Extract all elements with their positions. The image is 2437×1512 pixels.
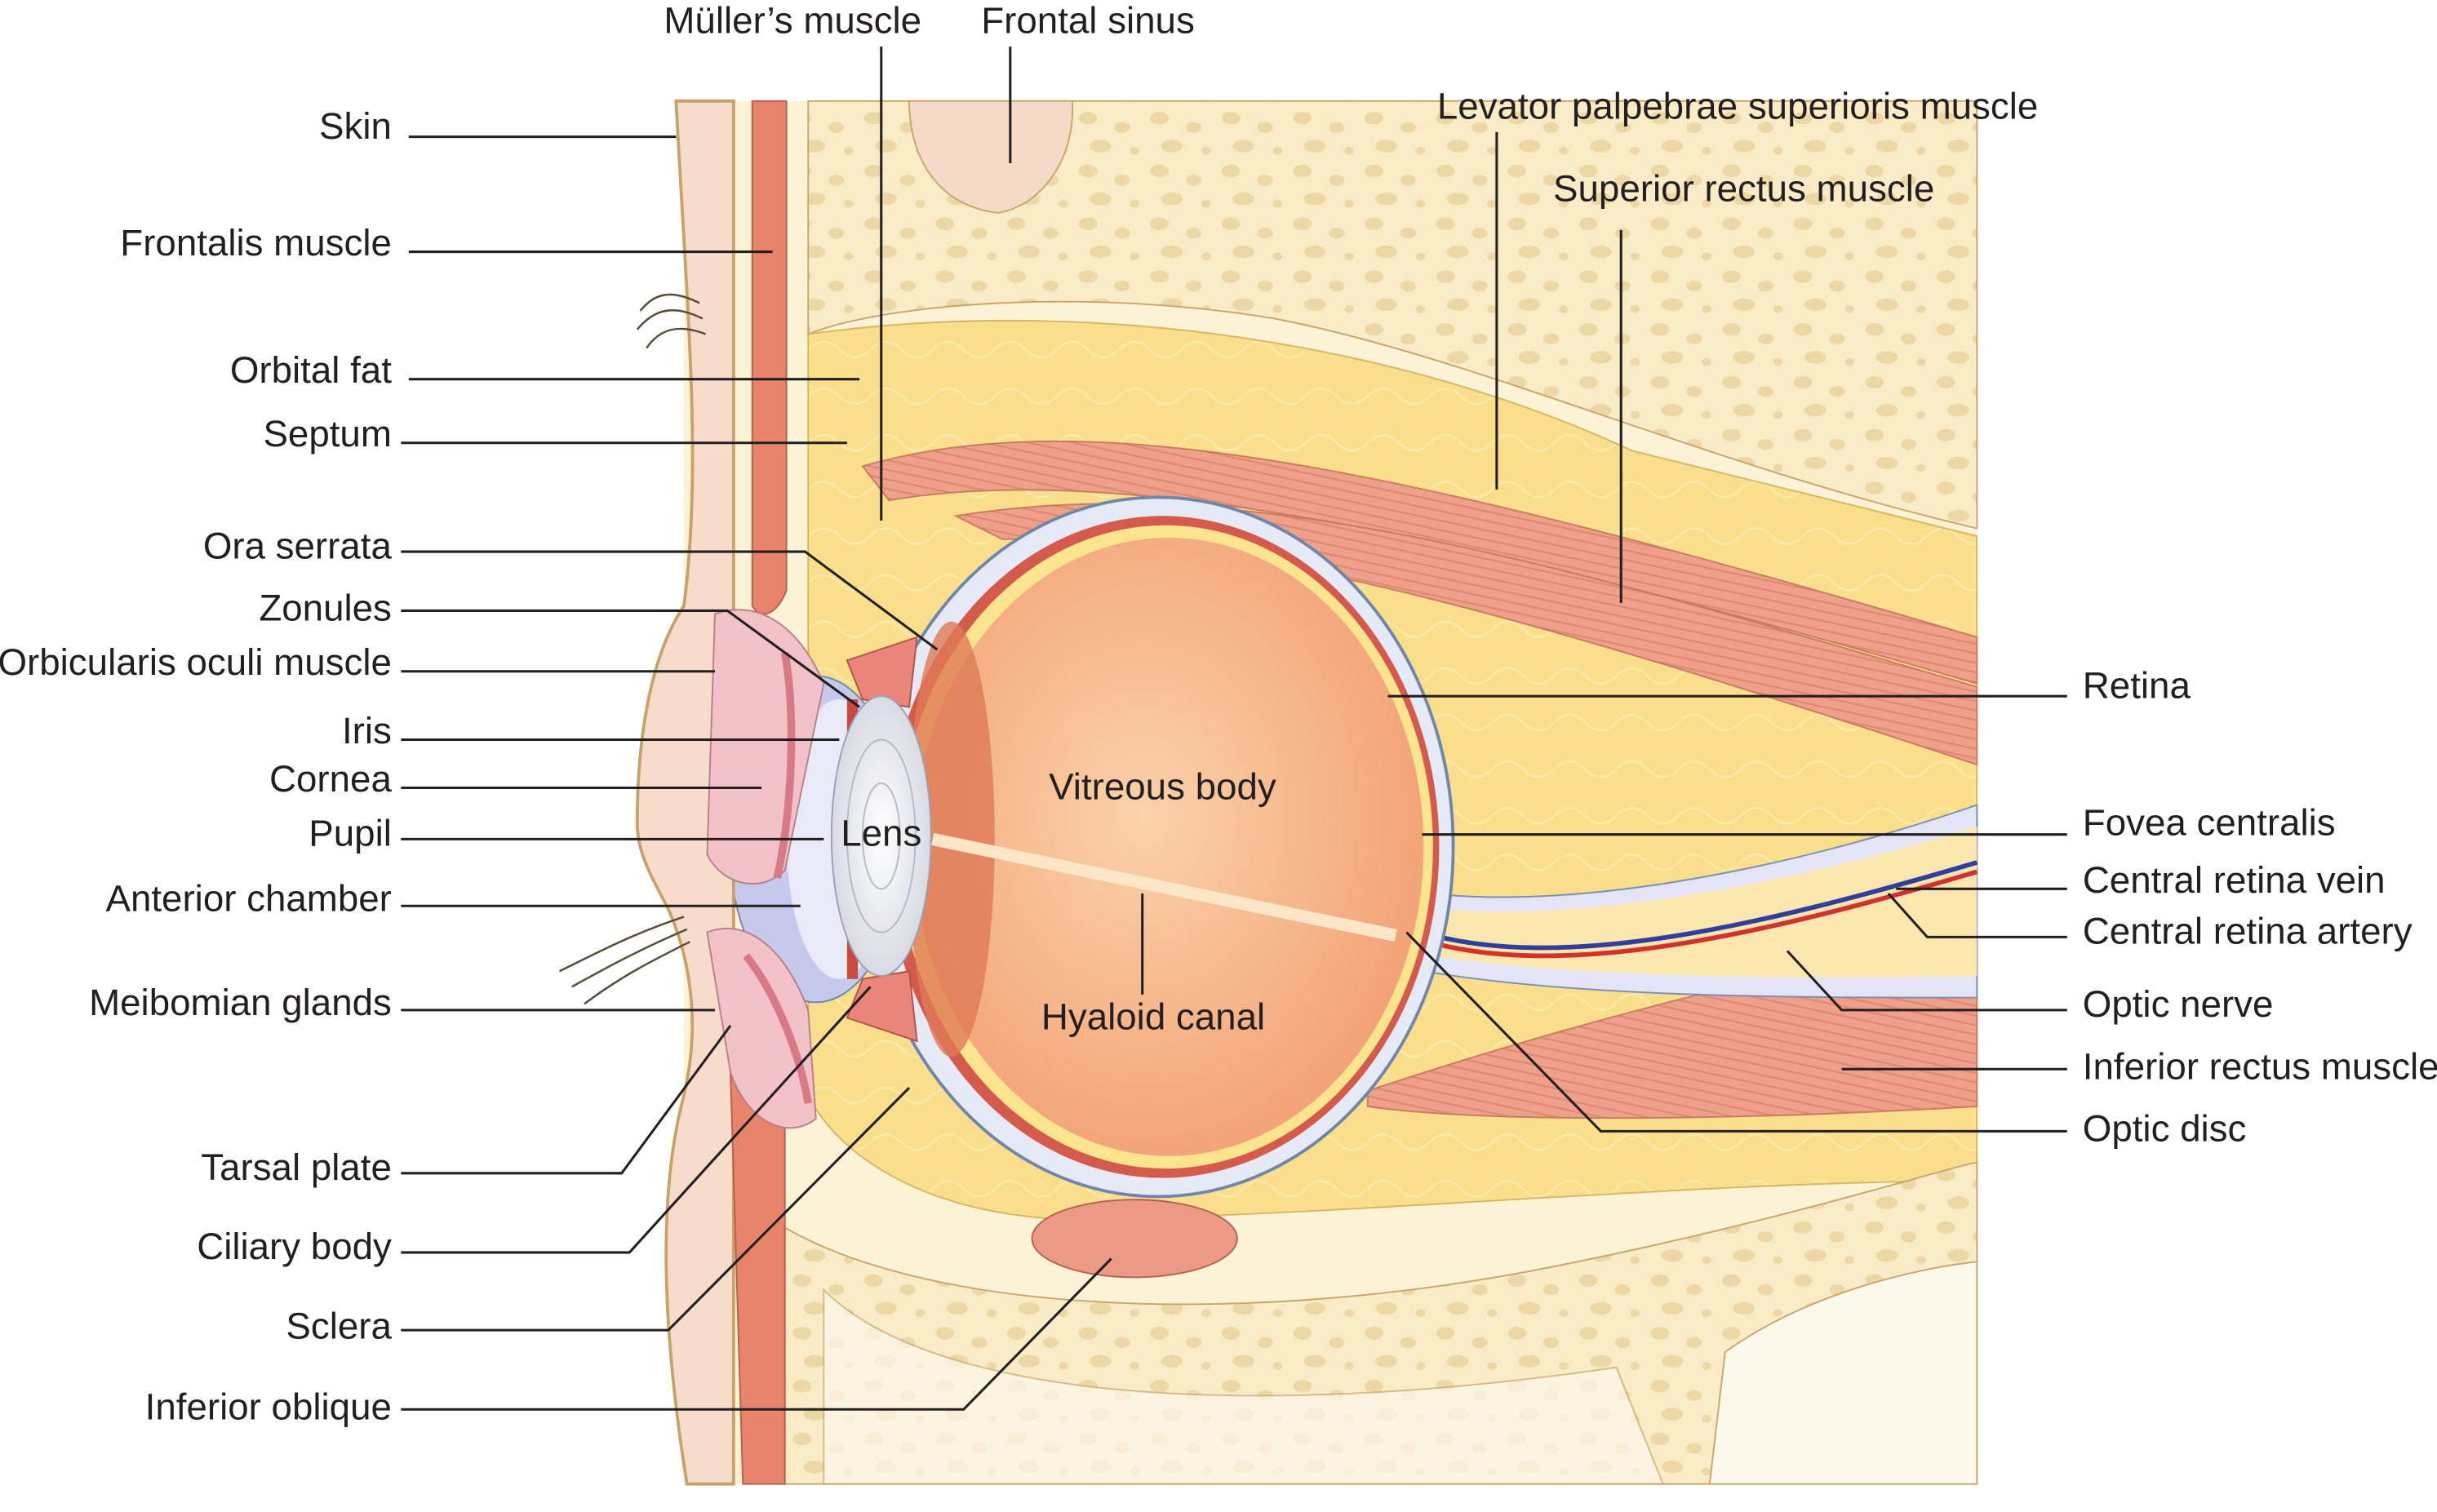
levator-muscle <box>861 440 1978 685</box>
labels: Müller’s muscle Frontal sinus Levator palp… <box>0 0 2437 1427</box>
leader-line <box>1405 931 2067 1133</box>
label: Zonules <box>259 588 392 629</box>
label: Frontal sinus <box>981 0 1195 42</box>
leader-line <box>401 1257 1112 1411</box>
label: Inferior rectus muscle <box>2083 1045 2437 1087</box>
bone-cavity <box>823 1288 1665 1485</box>
label: Orbicularis oculi muscle <box>0 641 392 683</box>
upper-eyelid <box>706 609 825 885</box>
label: Frontalis muscle <box>120 222 392 264</box>
label: Müller’s muscle <box>664 0 921 42</box>
frontal-bone <box>807 100 1978 530</box>
leader-line <box>1786 950 2067 1012</box>
label: Fovea centralis <box>2083 801 2336 843</box>
label: Skin <box>319 105 392 147</box>
label: Optic nerve <box>2083 983 2274 1025</box>
leader-line <box>401 609 860 708</box>
anatomy-drawing <box>559 99 1978 1486</box>
label: Iris <box>342 710 392 752</box>
label: Central retina vein <box>2083 859 2386 901</box>
leader-line <box>401 1087 911 1332</box>
upper-tarsal-plate <box>773 652 796 880</box>
eyelashes <box>559 293 707 1005</box>
ciliary-body-lower <box>846 970 918 1043</box>
label: Septum <box>263 413 391 454</box>
label: Sclera <box>286 1305 392 1346</box>
skin <box>635 99 735 1486</box>
label: Orbital fat <box>230 349 392 391</box>
label: Meibomian glands <box>89 982 392 1023</box>
label: Hyaloid canal <box>1041 995 1265 1037</box>
label: Tarsal plate <box>201 1146 392 1188</box>
leader-line <box>401 550 939 651</box>
hyaloid-canal <box>931 832 1397 942</box>
maxillary-sinus <box>1708 1261 1978 1485</box>
label: Ciliary body <box>197 1226 392 1267</box>
label: Central retina artery <box>2083 911 2413 952</box>
central-artery <box>1421 869 1978 959</box>
leader-line <box>401 1024 732 1175</box>
label: Anterior chamber <box>105 878 391 920</box>
label: Levator palpebrae superioris muscle <box>1437 85 2038 126</box>
central-vein <box>1421 860 1978 951</box>
lens-ring <box>861 782 901 890</box>
lens-ring <box>846 738 917 933</box>
label: Ora serrata <box>203 525 393 566</box>
leader-line <box>401 986 872 1254</box>
ciliary-body-upper <box>846 636 918 708</box>
frontal-sinus <box>908 100 1074 214</box>
label: Superior rectus muscle <box>1553 167 1934 209</box>
leader-line <box>1887 893 2067 938</box>
lens <box>830 695 932 977</box>
inferior-oblique <box>1031 1199 1238 1279</box>
label: Vitreous body <box>1049 766 1276 808</box>
label: Cornea <box>269 758 392 800</box>
label: Inferior oblique <box>145 1386 392 1427</box>
label: Lens <box>841 813 921 854</box>
optic-nerve <box>1406 827 1978 978</box>
label: Retina <box>2083 665 2191 707</box>
label: Optic disc <box>2083 1107 2247 1149</box>
vitreous <box>913 537 1424 1156</box>
label: Pupil <box>309 813 392 854</box>
frontalis-muscle <box>751 100 788 615</box>
lower-tarsal-plate <box>743 953 812 1104</box>
